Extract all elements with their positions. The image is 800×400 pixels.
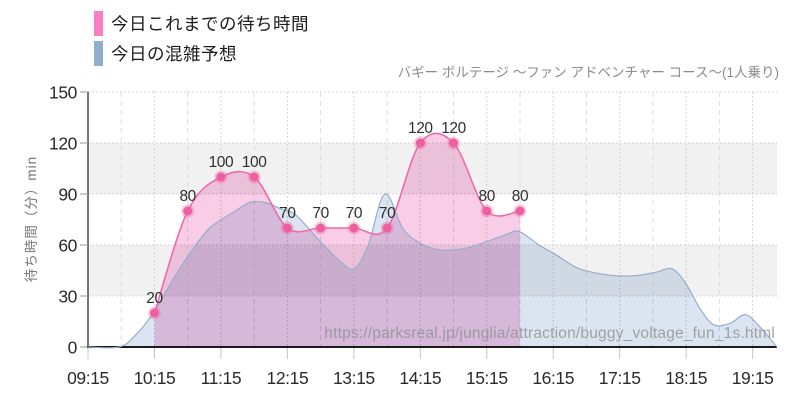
legend-swatch-actual-icon [94,11,103,36]
legend-swatch-forecast-icon [94,41,103,66]
data-point-marker [382,223,392,233]
attraction-title: バギー ボルテージ ～ファン アドベンチャー コース～(1人乗り) [397,65,779,80]
data-point-marker [349,223,359,233]
watermark-url: https://parksreal.jp/junglia/attraction/… [324,325,775,342]
data-point-label: 70 [379,205,396,222]
x-tick-label: 12:15 [266,368,308,388]
y-tick-label: 150 [49,83,78,103]
data-point-marker [183,206,193,216]
x-tick-label: 13:15 [333,368,375,388]
legend-label-actual: 今日これまでの待ち時間 [111,14,309,34]
data-point-label: 70 [312,205,329,222]
y-tick-label: 60 [58,236,77,256]
x-tick-label: 15:15 [466,368,508,388]
y-tick-label: 90 [58,185,77,205]
data-point-label: 80 [479,188,496,205]
data-point-labels: 20 80 100 100 70 70 70 70 120 120 80 80 [146,120,529,307]
x-tick-label: 11:15 [201,368,242,388]
data-point-label: 70 [346,205,363,222]
data-point-label: 120 [441,120,466,137]
data-point-marker [415,138,425,148]
chart-legend: 今日これまでの待ち時間 今日の混雑予想 [94,11,309,66]
x-tick-label: 14:15 [399,368,441,388]
x-tick-label: 19:15 [732,368,774,388]
legend-item-actual: 今日これまでの待ち時間 [94,11,309,36]
data-point-label: 100 [242,154,267,171]
y-tick-label: 30 [58,287,77,307]
y-tick-label: 0 [68,338,78,358]
data-point-marker [249,172,259,182]
x-tick-label: 09:15 [67,368,109,388]
data-point-label: 80 [179,188,196,205]
data-point-marker [282,223,292,233]
data-point-label: 120 [408,120,433,137]
x-tick-label: 18:15 [665,368,707,388]
data-point-label: 80 [512,188,529,205]
data-point-marker [216,172,226,182]
axis-lines [87,92,777,348]
actual-area-path [154,133,520,347]
series-areas [88,133,777,348]
y-tick-label: 120 [49,134,78,154]
data-point-label: 20 [146,290,163,307]
data-point-marker [449,138,459,148]
data-point-marker [515,206,525,216]
x-tick-label: 10:15 [134,368,176,388]
data-point-label: 70 [279,205,296,222]
forecast-line [87,193,778,349]
tick-labels: 0 30 60 90 120 150 09:15 10:15 11:15 12:15 13:15 14… [49,83,774,389]
legend-label-forecast: 今日の混雑予想 [111,44,237,64]
y-axis-title: 待ち時間（分）min [24,155,39,283]
data-point-marker [149,308,159,318]
x-tick-label: 16:15 [532,368,574,388]
data-point-marker [316,223,326,233]
data-point-marker [482,206,492,216]
legend-item-forecast: 今日の混雑予想 [94,41,309,66]
data-point-markers [147,136,527,320]
x-tick-label: 17:15 [599,368,641,388]
data-point-label: 100 [209,154,234,171]
